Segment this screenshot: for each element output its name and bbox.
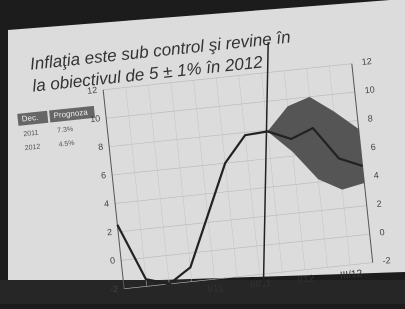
y2-tick-label: -2 (382, 255, 391, 266)
y2-tick-label: 12 (361, 56, 372, 67)
photo: Inflaţia este sub control şi revine în l… (0, 0, 405, 304)
bottom-band (0, 280, 405, 304)
y2-tick-label: 6 (370, 142, 376, 152)
y-tick-label: 8 (98, 142, 104, 152)
y-tick-label: -2 (110, 284, 119, 295)
y-tick-label: 6 (101, 170, 107, 180)
table-header: Dec. (21, 113, 38, 124)
y-tick-label: 0 (110, 255, 116, 265)
x-tick-label: I/11 (207, 283, 224, 296)
x-tick-label: III/11 (249, 278, 272, 291)
y-tick-label: 2 (107, 227, 113, 237)
y-tick-label: 10 (90, 113, 101, 124)
y-tick-label: 12 (87, 85, 98, 96)
y2-tick-label: 2 (376, 199, 382, 209)
x-tick-label: I/12 (297, 273, 315, 286)
y-tick-label: 4 (104, 198, 110, 208)
y2-tick-label: 10 (364, 84, 375, 95)
page: Inflaţia este sub control şi revine în l… (0, 0, 405, 304)
y2-tick-label: 0 (379, 227, 385, 237)
y2-tick-label: 4 (373, 170, 379, 180)
y2-tick-label: 8 (367, 113, 373, 123)
